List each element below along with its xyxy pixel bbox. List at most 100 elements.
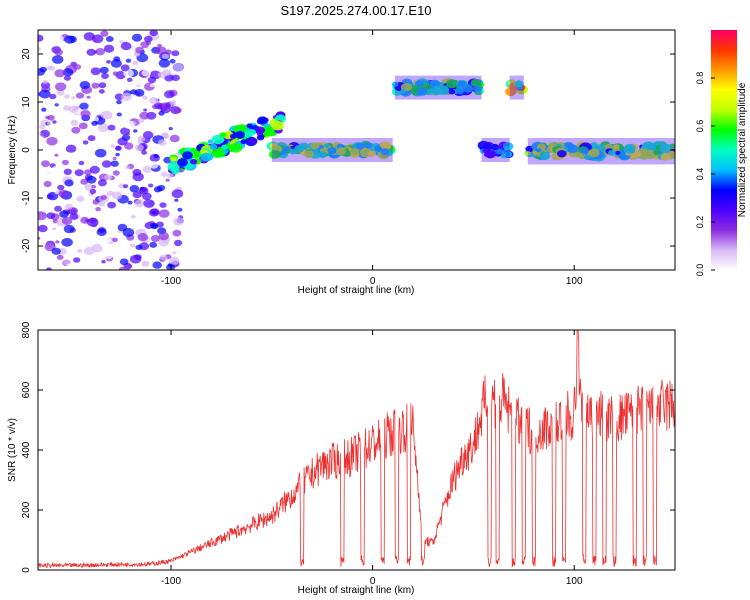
heatmap-cell [211,148,224,158]
heatmap-cell [100,110,113,120]
heatmap-cell [182,151,193,160]
heatmap-cell [477,82,485,88]
heatmap-feature [391,75,485,100]
heatmap-cell [524,151,532,156]
heatmap-cell [106,239,112,243]
heatmap-cell [140,41,149,49]
heatmap-cell [150,235,160,242]
heatmap-feature [38,30,186,270]
snr-xlabel: Height of straight line (km) [298,585,415,596]
heatmap-cell [39,124,46,130]
heatmap-cell [46,193,54,200]
heatmap-cell [132,191,142,199]
chart-title: S197.2025.274.00.17.E10 [280,3,431,18]
heatmap-cell [127,200,133,205]
heatmap-cell [125,165,131,170]
heatmap-cell [157,184,166,192]
heatmap-cell [167,162,180,172]
heatmap-cell [152,104,159,110]
heatmap-cell [633,151,642,158]
heatmap-cell [114,93,124,101]
heatmap-cell [376,146,382,151]
heatmap-cell [126,132,131,136]
heatmap-cell [149,96,159,105]
heatmap-cell [38,224,48,233]
heatmap-cell [415,80,424,87]
heatmap-cell [99,66,109,74]
heatmap-cell [142,131,154,140]
heatmap-cell [336,147,347,156]
heatmap-cell [503,146,510,151]
heatmap-cell [97,179,107,187]
heatmap-cell [123,184,129,189]
heatmap-feature [524,138,675,165]
heatmap-cell [103,44,115,53]
colorbar-label: Normalized spectral amplitude [737,82,748,217]
heatmap-cell [249,137,258,144]
heatmap-cell [132,60,139,66]
heatmap-cell [141,150,148,155]
heatmap-cell [153,154,159,158]
heatmap-band [481,138,510,162]
heatmap-cell [87,135,96,142]
heatmap-cell [55,240,60,244]
x-tick-label: 0 [370,276,376,287]
heatmap-cell [174,107,182,114]
heatmap-cell [130,214,136,219]
heatmap-cell [100,30,109,37]
heatmap-cell [112,157,117,160]
heatmap-cell [54,153,59,157]
heatmap-cell [127,77,133,83]
heatmap-cell [64,94,70,99]
heatmap-cell [41,160,50,168]
heatmap-cell [160,171,168,178]
heatmap-cell [159,202,167,208]
heatmap-cell [107,124,116,131]
heatmap-cell [400,89,406,94]
heatmap-cell [164,90,175,99]
heatmap-band [394,75,482,100]
heatmap-feature [266,138,396,162]
heatmap-cell [42,79,48,84]
y-tick-label: 600 [21,381,32,398]
heatmap-cell [46,212,56,220]
y-tick-label: 400 [21,441,32,458]
heatmap-cell [116,112,123,117]
heatmap-cell [98,201,106,207]
heatmap-cell [149,241,158,248]
heatmap-cell [101,73,109,79]
heatmap-cell [106,60,111,64]
x-tick-label: -100 [161,576,181,587]
heatmap-cell [221,144,228,150]
heatmap-cell [150,222,158,229]
y-tick-label: -10 [21,190,32,205]
heatmap-cell [500,152,507,157]
heatmap-cell [615,150,621,155]
heatmap-cell [124,142,134,150]
heatmap-cell [59,210,69,218]
heatmap-cell [91,184,97,189]
heatmap-cell [605,143,613,150]
heatmap-cell [41,107,47,112]
heatmap-cell [411,87,418,92]
heatmap-cell [64,35,75,44]
heatmap-cell [310,142,320,150]
heatmap-cell [110,144,115,148]
heatmap-cell [177,207,183,212]
heatmap-cell [54,103,59,107]
heatmap-cell [177,158,188,167]
heatmap-cell [63,224,75,234]
snr-panel: -100 0 100 0 200 400 600 800 Height of straight… [7,321,676,596]
heatmap-cell [76,195,85,202]
heatmap-cell [171,189,184,199]
y-tick-label: 10 [21,96,32,108]
heatmap-cell [115,145,122,151]
snr-axes: -100 0 100 0 200 400 600 800 [21,321,675,587]
heatmap-cell [55,82,67,91]
spectrogram-xlabel: Height of straight line (km) [298,285,415,296]
heatmap-cell [74,169,84,177]
heatmap-cell [391,81,399,87]
heatmap-cell [566,144,579,154]
